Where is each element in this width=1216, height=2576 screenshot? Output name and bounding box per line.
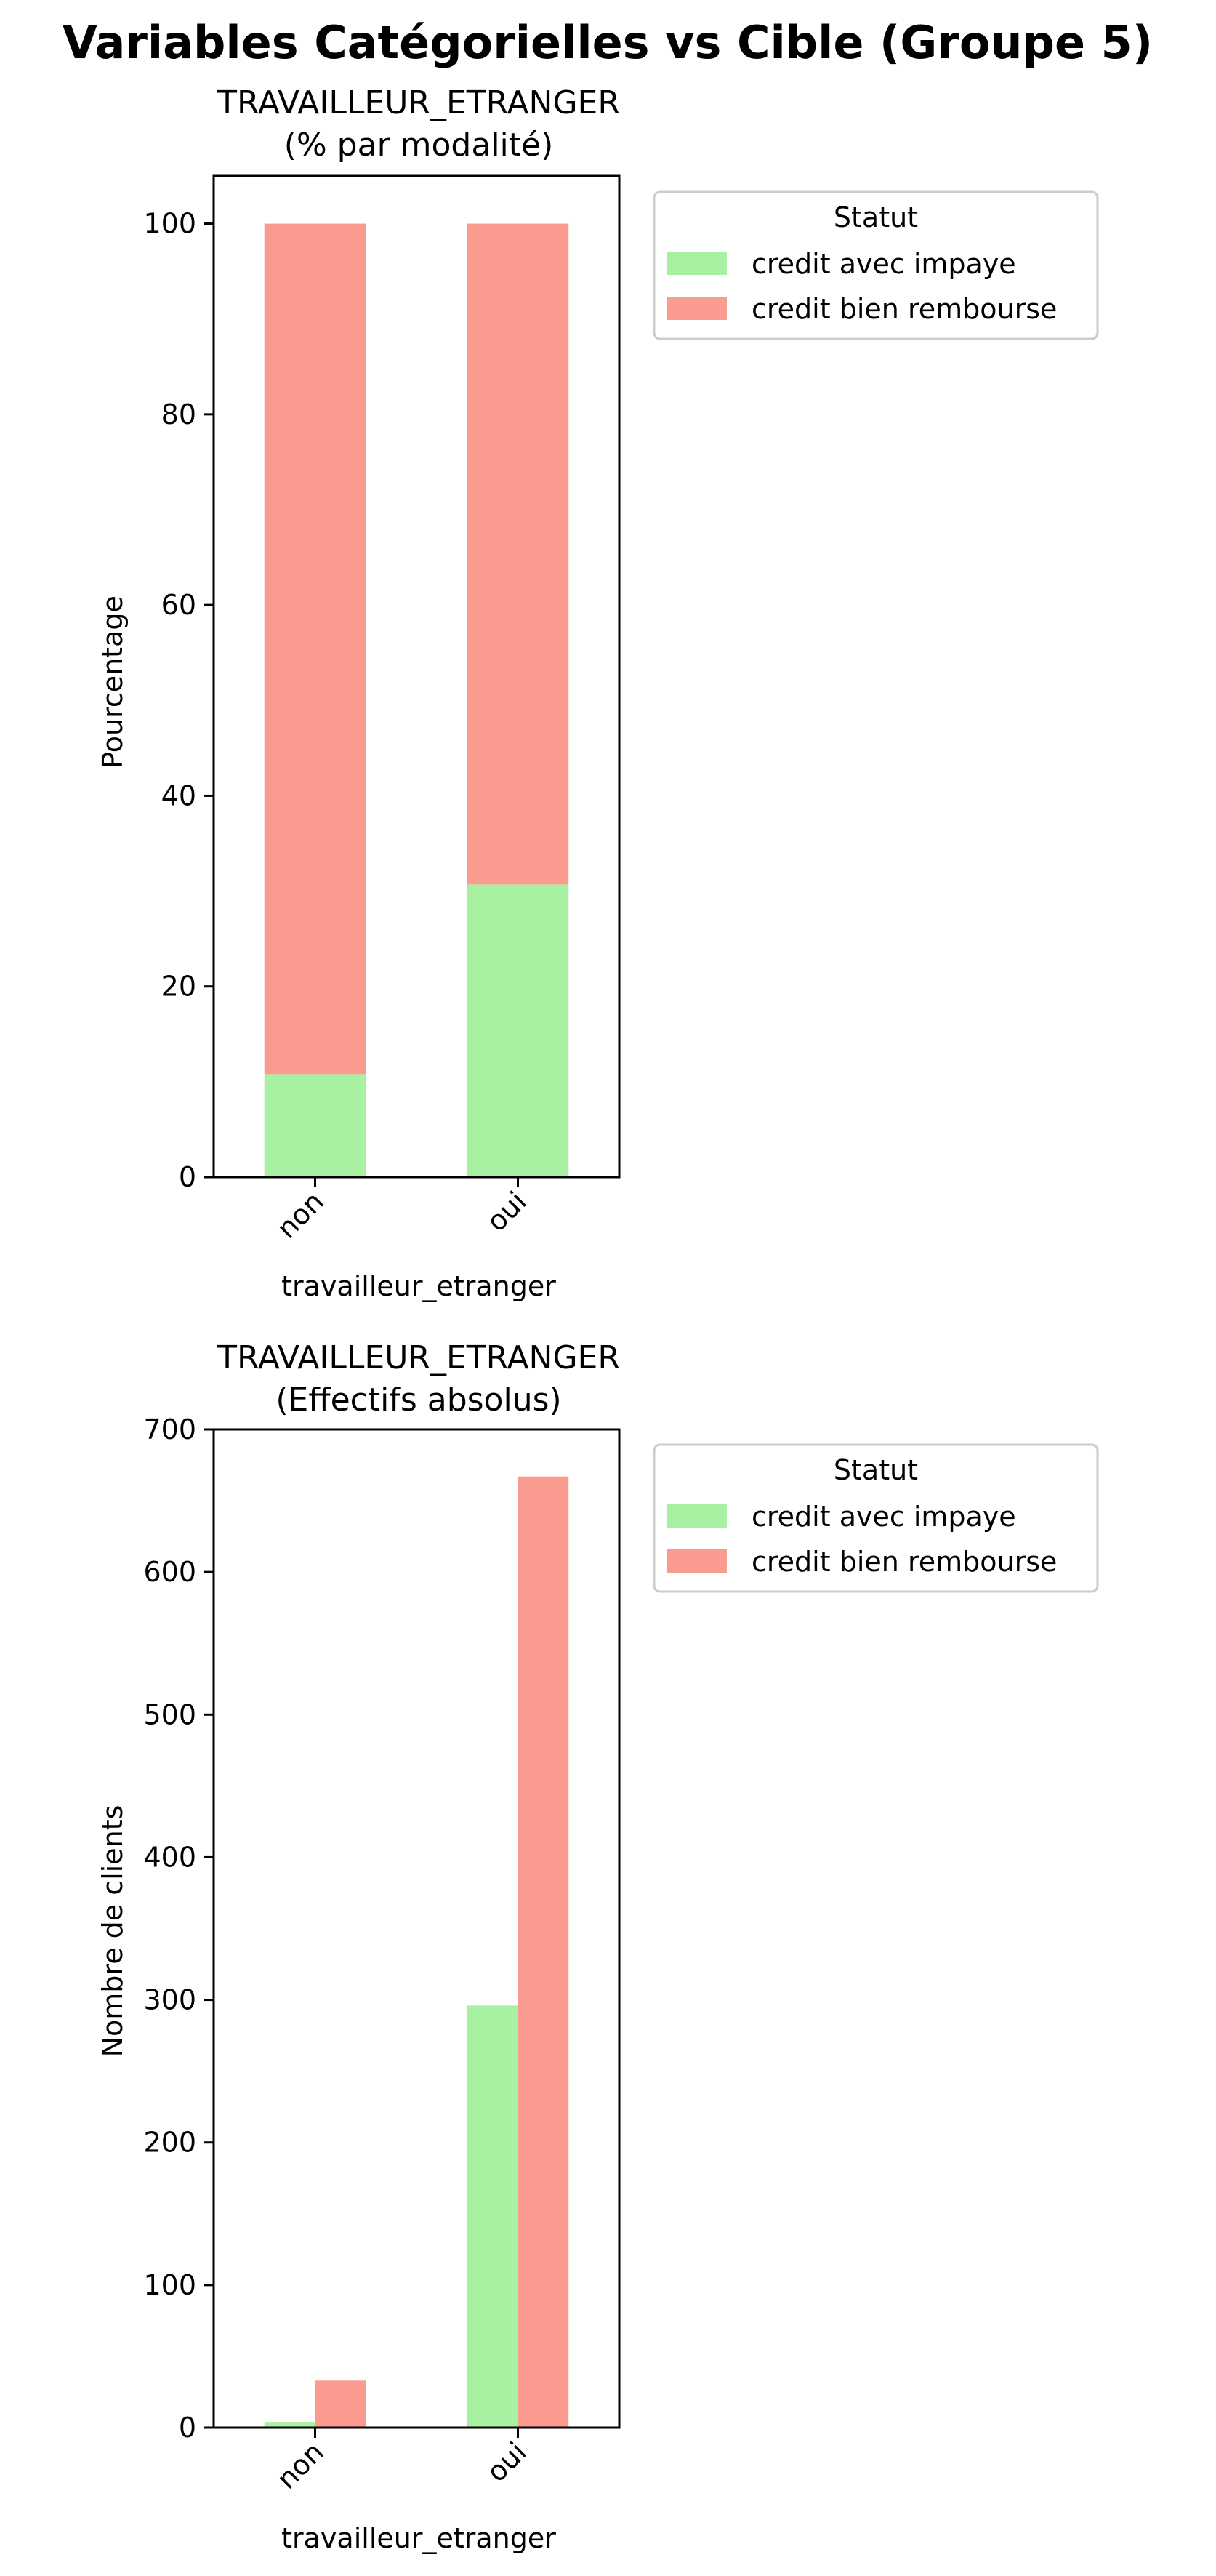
- plot-frame: [212, 1428, 621, 2429]
- legend-label-rembourse: credit bien rembourse: [752, 1546, 1057, 1578]
- y-tick-label: 40: [161, 779, 196, 811]
- chart-title-line1: TRAVAILLEUR_ETRANGER: [217, 1339, 620, 1376]
- legend-swatch-impaye: [667, 252, 727, 275]
- legend-label-rembourse: credit bien rembourse: [752, 293, 1057, 325]
- bar-credit-avec-impaye-non: [264, 2422, 315, 2428]
- bar-credit-avec-impaye-non: [264, 1074, 366, 1177]
- y-tick-label: 20: [161, 971, 196, 1003]
- bar-credit-bien-rembourse-oui: [467, 223, 569, 885]
- chart-title-line1: TRAVAILLEUR_ETRANGER: [217, 84, 620, 121]
- y-axis-label: Pourcentage: [97, 595, 129, 769]
- x-axis-label: travailleur_etranger: [281, 2522, 556, 2554]
- y-tick-label: 100: [143, 2269, 196, 2301]
- x-ticks: non oui: [270, 1177, 533, 1245]
- y-tick-label: 500: [143, 1698, 196, 1730]
- x-ticks: non oui: [270, 2428, 533, 2495]
- y-tick-label: 100: [143, 208, 196, 240]
- y-tick-label: 80: [161, 398, 196, 430]
- bar-credit-avec-impaye-oui: [467, 884, 569, 1177]
- y-tick-label: 60: [161, 589, 196, 621]
- bar-credit-bien-rembourse-oui: [518, 1476, 569, 2428]
- y-tick-label: 600: [143, 1556, 196, 1588]
- bars-group: [264, 1476, 569, 2428]
- bar-credit-bien-rembourse-non: [315, 2380, 366, 2428]
- chart-percentage: TRAVAILLEUR_ETRANGER (% par modalité) Po…: [97, 84, 1099, 1302]
- y-tick-label: 200: [143, 2127, 196, 2159]
- legend-swatch-rembourse: [667, 1549, 727, 1573]
- legend-label-impaye: credit avec impaye: [752, 1501, 1016, 1533]
- legend-swatch-rembourse: [667, 297, 727, 320]
- bar-credit-avec-impaye-oui: [467, 2005, 518, 2428]
- y-ticks: 0 100 200 300 400 500 600 700: [143, 1413, 214, 2444]
- y-tick-label: 0: [179, 1161, 196, 1193]
- bar-credit-bien-rembourse-non: [264, 223, 366, 1075]
- chart-title-line2: (% par modalité): [284, 127, 554, 164]
- chart-title-line2: (Effectifs absolus): [275, 1381, 561, 1419]
- legend-box: [653, 1443, 1099, 1593]
- y-ticks: 0 20 40 60 80 100: [143, 208, 214, 1193]
- x-tick-label: non: [270, 2436, 330, 2495]
- legend-title: Statut: [834, 201, 918, 233]
- x-tick-label: non: [270, 1185, 330, 1245]
- y-tick-label: 0: [179, 2412, 196, 2444]
- y-tick-label: 700: [143, 1413, 196, 1445]
- legend: Statut credit avec impaye credit bien re…: [653, 190, 1099, 340]
- y-tick-label: 400: [143, 1841, 196, 1873]
- plot-frame: [212, 174, 621, 1179]
- y-axis-label: Nombre de clients: [97, 1805, 129, 2058]
- legend-box: [653, 190, 1099, 340]
- x-tick-label: oui: [480, 1185, 533, 1237]
- legend-swatch-impaye: [667, 1504, 727, 1528]
- x-tick-label: oui: [480, 2436, 533, 2488]
- legend-title: Statut: [834, 1454, 918, 1486]
- chart-absolute-counts: TRAVAILLEUR_ETRANGER (Effectifs absolus)…: [97, 1339, 1099, 2554]
- y-tick-label: 300: [143, 1984, 196, 2016]
- legend: Statut credit avec impaye credit bien re…: [653, 1443, 1099, 1593]
- figure-title: Variables Catégorielles vs Cible (Groupe…: [63, 16, 1153, 69]
- legend-label-impaye: credit avec impaye: [752, 248, 1016, 280]
- x-axis-label: travailleur_etranger: [281, 1270, 556, 1302]
- bars-group: [264, 223, 569, 1177]
